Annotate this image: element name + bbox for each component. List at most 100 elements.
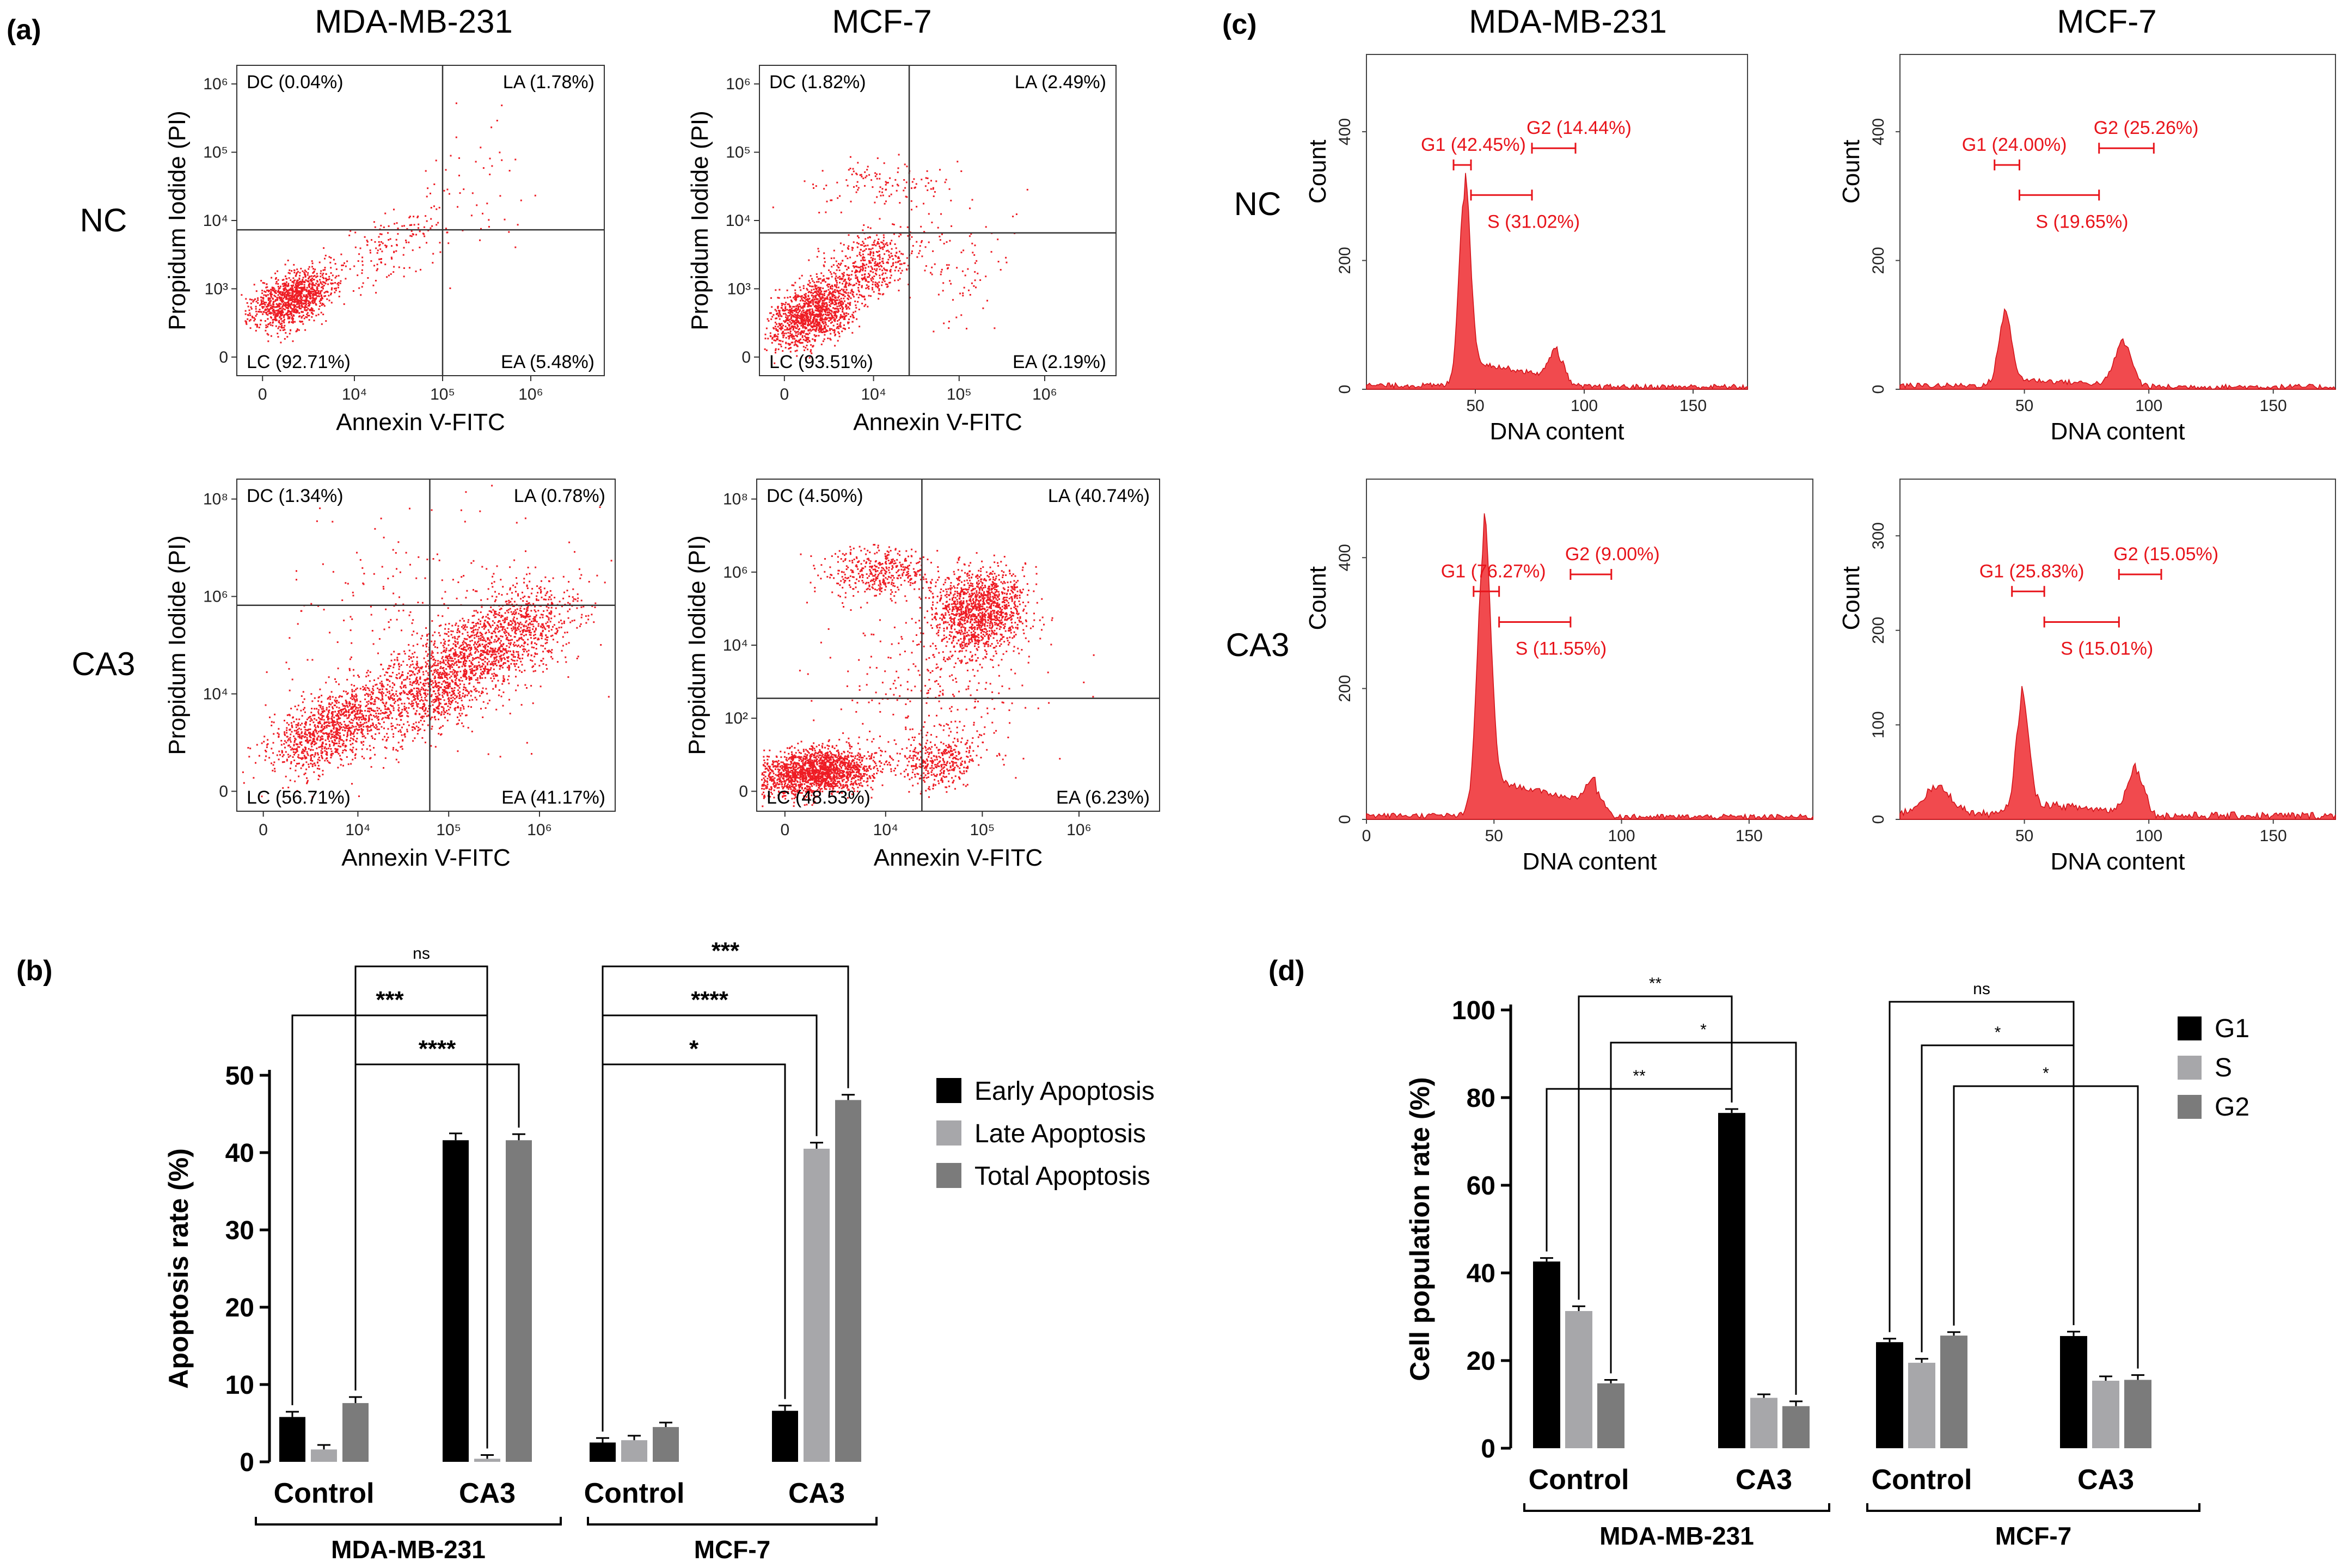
dot [308, 304, 310, 306]
dot [876, 234, 878, 236]
dot [388, 667, 390, 670]
dot [303, 281, 305, 283]
dot [466, 638, 468, 640]
dot [516, 659, 518, 661]
dot [314, 300, 316, 302]
dot [299, 296, 302, 298]
dot [425, 644, 427, 646]
dot [795, 318, 798, 321]
dot [834, 297, 836, 298]
dot [322, 745, 324, 748]
dot [371, 736, 373, 737]
dot [811, 311, 813, 313]
dot [794, 350, 796, 352]
dot [811, 278, 813, 280]
dot [265, 309, 267, 311]
dot [837, 197, 839, 199]
dot [907, 235, 909, 237]
dot [831, 275, 833, 278]
dot [823, 292, 825, 295]
dot [445, 169, 447, 171]
dot [258, 327, 260, 328]
dot [272, 324, 274, 327]
dot [446, 674, 449, 676]
dot [381, 718, 383, 720]
dot [960, 314, 963, 316]
dot [818, 289, 820, 291]
dot [476, 635, 478, 638]
dot [835, 280, 837, 281]
dot [305, 289, 306, 291]
dot [836, 290, 838, 292]
dot [330, 279, 333, 281]
dot [317, 758, 319, 761]
dot [336, 715, 338, 717]
dot [310, 763, 312, 764]
dot [800, 307, 802, 309]
dot [293, 748, 296, 750]
dot [796, 340, 799, 342]
dot [380, 699, 382, 701]
dot [824, 299, 826, 301]
y-tick-label: 10³ [727, 280, 751, 298]
dot [354, 728, 356, 731]
dot [403, 225, 405, 227]
dot [439, 660, 442, 663]
dot [813, 322, 815, 324]
dot [851, 314, 854, 316]
dot [378, 732, 381, 734]
dot [848, 308, 850, 310]
dot [499, 642, 501, 644]
dot [309, 290, 311, 292]
dot [447, 659, 449, 661]
dot [306, 274, 309, 276]
dot [414, 680, 416, 682]
dot [297, 290, 299, 292]
dot [331, 740, 333, 742]
dot [891, 248, 893, 250]
dot [788, 315, 790, 317]
dot [466, 626, 468, 628]
dot [287, 298, 289, 300]
dot [834, 299, 836, 302]
dot [332, 706, 334, 708]
dot [273, 721, 275, 724]
dot [288, 299, 290, 301]
dot [916, 256, 918, 258]
dot [293, 744, 295, 746]
dot [300, 728, 302, 731]
dot [275, 325, 277, 327]
dot [343, 734, 345, 736]
dot [419, 690, 421, 693]
dot [820, 327, 822, 329]
dot [277, 732, 279, 734]
dot [930, 180, 932, 182]
dot [814, 284, 816, 286]
dot [810, 330, 812, 332]
dot [412, 653, 414, 655]
dot [291, 725, 293, 727]
dot [777, 333, 779, 335]
dot [459, 192, 461, 194]
dot [794, 330, 796, 333]
dot [383, 721, 385, 724]
dot [431, 684, 433, 686]
dot [845, 265, 847, 267]
dot [889, 177, 891, 179]
dot [817, 286, 819, 289]
dot [891, 266, 893, 267]
dot [302, 752, 304, 754]
dot [286, 732, 288, 734]
dot [367, 707, 369, 709]
dot [831, 285, 833, 287]
dot [449, 287, 451, 289]
dot [875, 285, 877, 287]
dot [839, 304, 842, 307]
dot [376, 707, 378, 709]
dot [340, 714, 342, 716]
dot [851, 249, 854, 251]
dot [323, 710, 326, 712]
dot [443, 659, 445, 661]
dot [311, 290, 313, 292]
dot [798, 341, 800, 344]
